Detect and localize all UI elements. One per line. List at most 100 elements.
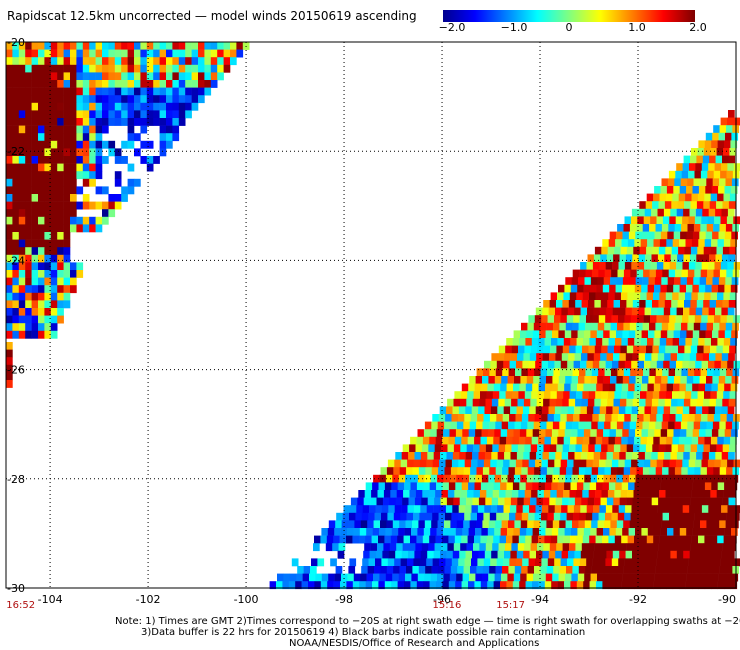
wind-cell: [616, 376, 624, 384]
wind-cell: [70, 201, 77, 210]
wind-cell: [70, 262, 77, 271]
wind-cell: [549, 543, 557, 552]
wind-cell: [393, 566, 400, 574]
wind-cell: [406, 512, 414, 521]
wind-cell: [546, 566, 554, 574]
wind-cell: [504, 452, 511, 460]
wind-cell: [570, 482, 578, 491]
wind-cell: [553, 467, 560, 476]
wind-cell: [715, 452, 722, 460]
wind-cell: [102, 64, 109, 73]
wind-cell: [63, 247, 71, 256]
wind-cell: [663, 208, 671, 217]
wind-cell: [733, 505, 740, 514]
wind-cell: [705, 383, 712, 392]
wind-cell: [686, 429, 693, 438]
wind-cell: [462, 429, 469, 438]
wind-cell: [584, 330, 591, 339]
wind-cell: [18, 102, 26, 111]
wind-cell: [544, 581, 552, 590]
wind-cell: [642, 421, 650, 430]
wind-cell: [574, 550, 582, 559]
wind-cell: [452, 550, 460, 559]
wind-cell: [454, 391, 462, 400]
wind-cell: [729, 490, 737, 498]
wind-cell: [346, 535, 353, 544]
colorbar-tick-label: 2.0: [689, 21, 707, 34]
wind-cell: [665, 490, 673, 498]
wind-cell: [455, 528, 463, 536]
wind-cell: [602, 284, 610, 293]
wind-cell: [679, 581, 686, 590]
wind-cell: [437, 520, 445, 529]
wind-cell: [612, 406, 620, 415]
wind-cell: [575, 444, 583, 453]
wind-cell: [44, 254, 52, 263]
wind-cell: [640, 338, 648, 346]
wind-cell: [395, 550, 402, 559]
wind-cell: [12, 148, 20, 157]
wind-cell: [76, 270, 84, 278]
wind-cell: [683, 208, 690, 217]
wind-cell: [706, 421, 714, 430]
wind-cell: [613, 497, 620, 506]
wind-cell: [661, 573, 668, 582]
wind-cell: [445, 558, 453, 567]
wind-cell: [555, 353, 563, 362]
wind-cell: [672, 436, 680, 445]
wind-cell: [583, 528, 591, 536]
wind-cell: [707, 558, 715, 567]
wind-cell: [459, 452, 466, 460]
wind-cell: [426, 505, 434, 514]
wind-cell: [711, 528, 719, 536]
wind-cell: [582, 535, 590, 544]
wind-cell: [645, 444, 653, 453]
wind-cell: [591, 467, 599, 476]
wind-cell: [504, 353, 511, 362]
wind-cell: [697, 148, 705, 156]
wind-cell: [604, 520, 611, 529]
wind-cell: [514, 376, 521, 384]
wind-cell: [733, 360, 740, 369]
wind-cell: [31, 163, 39, 172]
wind-cell: [108, 148, 116, 157]
wind-cell: [709, 353, 716, 362]
wind-cell: [140, 102, 148, 111]
wind-cell: [465, 452, 473, 460]
wind-cell: [512, 535, 520, 544]
wind-cell: [556, 444, 563, 453]
wind-cell: [611, 558, 619, 567]
wind-cell: [697, 246, 704, 255]
wind-cell: [458, 406, 466, 415]
wind-cell: [336, 512, 343, 521]
wind-cell: [12, 201, 20, 210]
wind-cell: [568, 452, 575, 460]
wind-cell: [710, 345, 717, 354]
wind-cell: [717, 140, 725, 149]
wind-cell: [708, 360, 715, 369]
wind-cell: [561, 353, 569, 362]
wind-cell: [50, 292, 58, 301]
wind-cell: [620, 444, 627, 453]
wind-cell: [540, 421, 547, 430]
wind-cell: [598, 414, 606, 422]
wind-cell: [571, 277, 579, 286]
wind-cell: [545, 474, 553, 483]
wind-cell: [127, 72, 135, 81]
wind-cell: [727, 262, 734, 270]
wind-cell: [127, 186, 135, 195]
wind-cell: [434, 543, 442, 552]
wind-cell: [146, 72, 154, 81]
wind-cell: [185, 49, 192, 58]
wind-cell: [677, 353, 684, 362]
wind-cell: [592, 512, 599, 521]
wind-cell: [31, 80, 39, 88]
wind-cell: [6, 216, 13, 225]
wind-cell: [418, 467, 426, 476]
wind-cell: [698, 186, 706, 194]
wind-cell: [63, 216, 71, 225]
wind-cell: [185, 102, 192, 111]
wind-cell: [436, 482, 443, 491]
wind-cell: [656, 315, 664, 324]
wind-cell: [733, 459, 740, 468]
